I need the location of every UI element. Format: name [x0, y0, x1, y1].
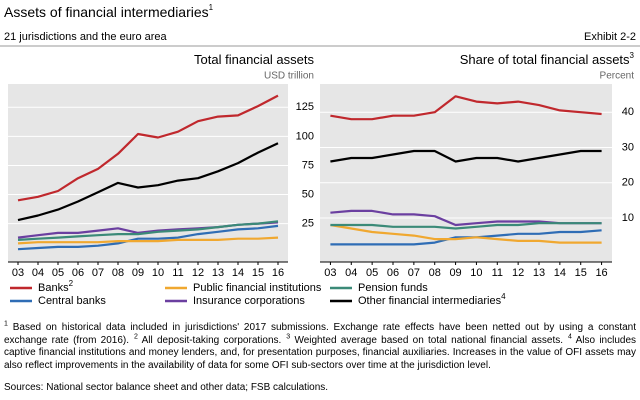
subtitle: 21 jurisdictions and the euro area	[4, 31, 168, 43]
x-tick-label: 15	[575, 267, 587, 279]
chart: Assets of financial intermediaries1 21 j…	[0, 3, 640, 307]
y-tick-label: 10	[622, 212, 634, 224]
x-tick-label: 08	[429, 267, 441, 279]
x-tick-label: 03	[324, 267, 336, 279]
footnote-text: Based on historical data included in jur…	[4, 322, 637, 346]
legend-label: Other financial intermediaries4	[358, 292, 506, 307]
x-tick-label: 06	[387, 267, 399, 279]
x-tick-label: 12	[192, 267, 204, 279]
legend-label: Insurance corporations	[193, 295, 305, 307]
x-tick-label: 16	[595, 267, 607, 279]
legend-label: Banks2	[38, 279, 74, 294]
series-line	[17, 94, 279, 202]
legend-note: 4	[501, 292, 506, 301]
x-tick-label: 04	[32, 267, 44, 279]
footnote-mark: 4	[568, 333, 572, 341]
x-tick-label: 12	[512, 267, 524, 279]
series-line	[330, 95, 602, 121]
legend-text: Banks	[38, 282, 69, 294]
footnote-text: Also includes captive financial institut…	[4, 334, 637, 371]
y-tick-label: 75	[302, 159, 314, 171]
x-tick-label: 10	[152, 267, 164, 279]
x-tick-label: 10	[470, 267, 482, 279]
panel-title-note: 3	[630, 51, 635, 60]
x-tick-label: 08	[112, 267, 124, 279]
x-tick-label: 03	[12, 267, 24, 279]
series-line	[17, 220, 279, 241]
title: Assets of financial intermediaries1	[4, 3, 214, 20]
title-text: Assets of financial intermediaries	[4, 4, 209, 20]
y-tick-label: 20	[622, 177, 634, 189]
x-tick-label: 04	[345, 267, 357, 279]
legend-text: Central banks	[38, 295, 106, 307]
panel-title-text: Share of total financial assets	[460, 52, 630, 67]
x-tick-label: 11	[172, 267, 183, 279]
x-tick-label: 09	[449, 267, 461, 279]
x-tick-label: 13	[212, 267, 224, 279]
legend-note: 2	[69, 279, 74, 288]
footnote-mark: 1	[4, 320, 8, 328]
y-tick-label: 125	[296, 101, 314, 113]
footnote-text: Weighted average based on total national…	[294, 334, 564, 346]
panel-title: Total financial assets	[194, 52, 314, 67]
footnote-mark: 3	[286, 333, 291, 341]
legend-label: Pension funds	[358, 282, 428, 294]
series-line	[330, 222, 602, 230]
series-line	[330, 223, 602, 244]
x-tick-label: 11	[492, 267, 503, 279]
y-tick-label: 40	[622, 106, 634, 118]
x-tick-label: 14	[232, 267, 244, 279]
series-line	[17, 224, 279, 251]
title-note: 1	[209, 3, 214, 12]
y-tick-label: 100	[296, 130, 314, 142]
unit-label: Percent	[600, 71, 635, 82]
panel-title: Share of total financial assets3	[460, 51, 635, 67]
footnotes: 1 Based on historical data included in j…	[4, 320, 637, 372]
y-tick-label: 25	[302, 218, 314, 230]
series-line	[330, 149, 602, 163]
exhibit: Exhibit 2-2	[584, 31, 636, 43]
sources: Sources: National sector balance sheet a…	[4, 382, 329, 393]
x-tick-label: 06	[72, 267, 84, 279]
series-line	[17, 142, 279, 222]
legend-text: Insurance corporations	[193, 295, 305, 307]
series-line	[17, 236, 279, 245]
legend-label: Central banks	[38, 295, 106, 307]
legend-label: Public financial institutions	[193, 282, 322, 294]
footnote-mark: 2	[134, 333, 138, 341]
y-tick-label: 50	[302, 188, 314, 200]
x-tick-label: 07	[92, 267, 104, 279]
legend-text: Pension funds	[358, 282, 428, 294]
legend-text: Other financial intermediaries	[358, 295, 502, 307]
x-tick-label: 09	[132, 267, 144, 279]
panel-title-text: Total financial assets	[194, 52, 314, 67]
footnote-text: All deposit-taking corporations.	[141, 334, 282, 346]
unit-label: USD trillion	[264, 71, 314, 82]
y-tick-label: 30	[622, 141, 634, 153]
x-tick-label: 13	[533, 267, 545, 279]
x-tick-label: 05	[366, 267, 378, 279]
legend-text: Public financial institutions	[193, 282, 322, 294]
x-tick-label: 14	[554, 267, 566, 279]
x-tick-label: 07	[408, 267, 420, 279]
x-tick-label: 16	[272, 267, 284, 279]
x-tick-label: 15	[252, 267, 264, 279]
x-tick-label: 05	[52, 267, 64, 279]
